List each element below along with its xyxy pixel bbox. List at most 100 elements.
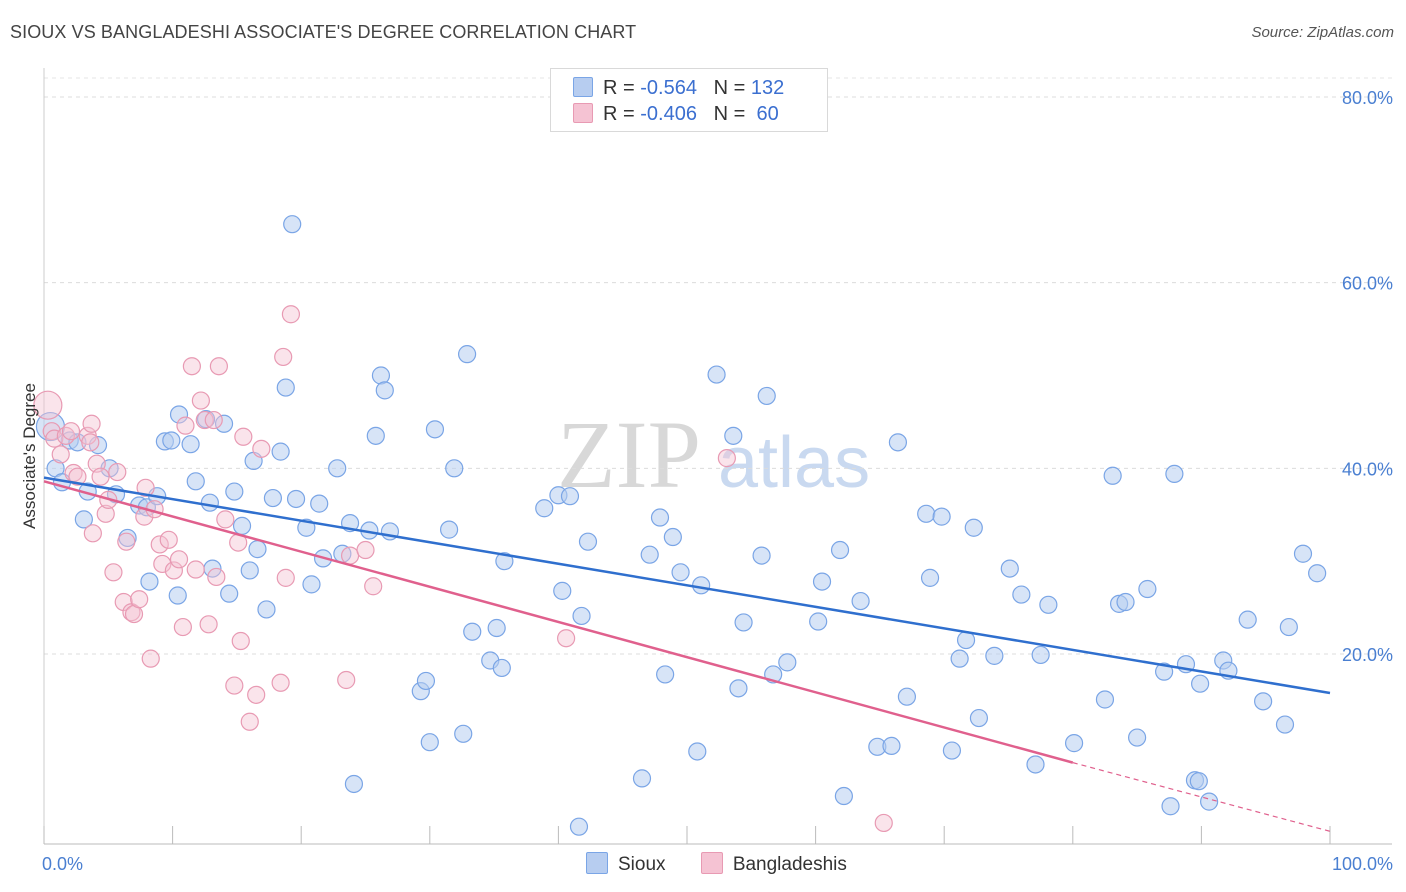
sioux-point <box>1095 690 1115 709</box>
sioux-point <box>310 494 329 513</box>
sioux-point <box>1000 559 1019 578</box>
bangladeshis-point <box>114 592 133 612</box>
legend-r-label: R = <box>603 77 635 99</box>
series-legend-bangladeshis[interactable]: Bangladeshis <box>700 852 847 876</box>
legend-n-value: 60 <box>750 103 779 125</box>
bangladeshis-point <box>81 433 100 452</box>
legend-n-value: 132 <box>750 77 785 99</box>
sioux-point <box>578 532 598 551</box>
sioux-point <box>1191 674 1210 693</box>
sioux-point <box>232 516 252 535</box>
legend-r-label: R = <box>603 103 635 125</box>
sioux-point <box>463 622 482 641</box>
bangladeshis-point <box>51 445 70 464</box>
sioux-point <box>1161 797 1180 816</box>
y-tick-label: 80.0% <box>1342 88 1393 108</box>
bangladeshis-point <box>159 530 178 549</box>
sioux-point <box>487 618 506 638</box>
sioux-point <box>416 671 436 691</box>
sioux-point <box>276 378 295 397</box>
sioux-point <box>809 612 828 631</box>
bangladeshis-point <box>252 439 271 458</box>
bangladeshis-point <box>91 467 110 486</box>
sioux-point <box>439 520 459 539</box>
source-note: Source: ZipAtlas.com <box>1251 24 1394 41</box>
bangladeshis-point <box>356 540 375 560</box>
bangladeshis-point <box>117 532 136 551</box>
bangladeshis-point <box>191 391 210 410</box>
sioux-point <box>560 487 580 506</box>
sioux-point <box>724 426 743 445</box>
sioux-point <box>650 508 670 527</box>
series-name: Sioux <box>618 854 666 875</box>
trend-lines <box>43 476 1331 832</box>
bangladeshis-point <box>207 567 226 587</box>
bangladeshis-point <box>141 649 160 668</box>
sioux-point <box>882 736 901 756</box>
bangladeshis-point <box>42 422 61 441</box>
bangladeshis-point <box>61 422 81 441</box>
sioux-point <box>200 493 219 512</box>
sioux-point <box>535 499 554 518</box>
watermark-atlas: atlas <box>718 423 870 503</box>
sioux-point <box>688 742 707 761</box>
bangladeshis-point <box>96 504 115 523</box>
series-legend: Sioux Bangladeshis <box>586 852 877 876</box>
sioux-point <box>283 215 302 234</box>
y-tick-label: 20.0% <box>1342 645 1393 665</box>
sioux-point <box>1012 585 1031 604</box>
sioux-point <box>830 540 850 560</box>
sioux-point <box>897 687 917 706</box>
bangladeshis-point <box>83 524 102 543</box>
sioux-point <box>257 600 276 619</box>
bangladeshis-point <box>337 670 356 690</box>
sioux-point <box>969 708 989 728</box>
sioux-point <box>492 658 511 678</box>
bangladeshis-point <box>557 629 576 648</box>
sioux-point <box>495 552 514 571</box>
chart-title: SIOUX VS BANGLADESHI ASSOCIATE'S DEGREE … <box>10 22 637 42</box>
bangladeshis-point <box>240 712 259 731</box>
sioux-point <box>932 507 951 526</box>
sioux-point <box>140 572 159 591</box>
bangladeshis-point <box>225 676 244 695</box>
sioux-point <box>1127 728 1147 747</box>
bangladeshis-point <box>182 357 201 376</box>
sioux-point <box>692 576 711 595</box>
sioux-point <box>225 482 244 501</box>
bangladeshis-point <box>150 535 169 554</box>
series-legend-sioux[interactable]: Sioux <box>586 852 666 876</box>
sioux-point <box>366 426 385 445</box>
sioux-point <box>286 489 306 509</box>
sioux-point <box>569 817 589 836</box>
sioux-point <box>181 435 200 454</box>
bangladeshis-point <box>164 561 183 580</box>
sioux-point <box>162 431 181 450</box>
bangladeshis-point <box>276 568 295 587</box>
sioux-point <box>1275 715 1295 734</box>
bangladeshis-point <box>130 590 149 609</box>
sioux-point <box>707 365 726 384</box>
y-tick-label: 60.0% <box>1342 274 1393 294</box>
sioux-point <box>425 420 445 439</box>
bangladeshis-point <box>874 813 893 833</box>
bangladeshis-point <box>153 554 172 574</box>
sioux-point <box>344 774 364 794</box>
bangladeshis-point <box>68 467 87 486</box>
sioux-point <box>640 545 659 564</box>
legend-n-label: N = <box>713 103 746 125</box>
watermark-zip: ZIP <box>557 401 701 508</box>
sioux-point <box>572 606 591 626</box>
sioux-point <box>917 504 936 523</box>
sioux-point <box>1039 595 1058 614</box>
sioux-point <box>1031 645 1050 665</box>
sioux-point <box>1165 464 1184 484</box>
sioux-point <box>371 366 391 385</box>
bangladeshis-point <box>717 449 736 468</box>
bangladeshis-point <box>104 563 123 582</box>
sioux-trend-line <box>43 476 1331 695</box>
bangladeshis-point <box>108 462 127 482</box>
bangladeshis-point <box>271 673 290 692</box>
sioux-swatch <box>573 77 593 97</box>
